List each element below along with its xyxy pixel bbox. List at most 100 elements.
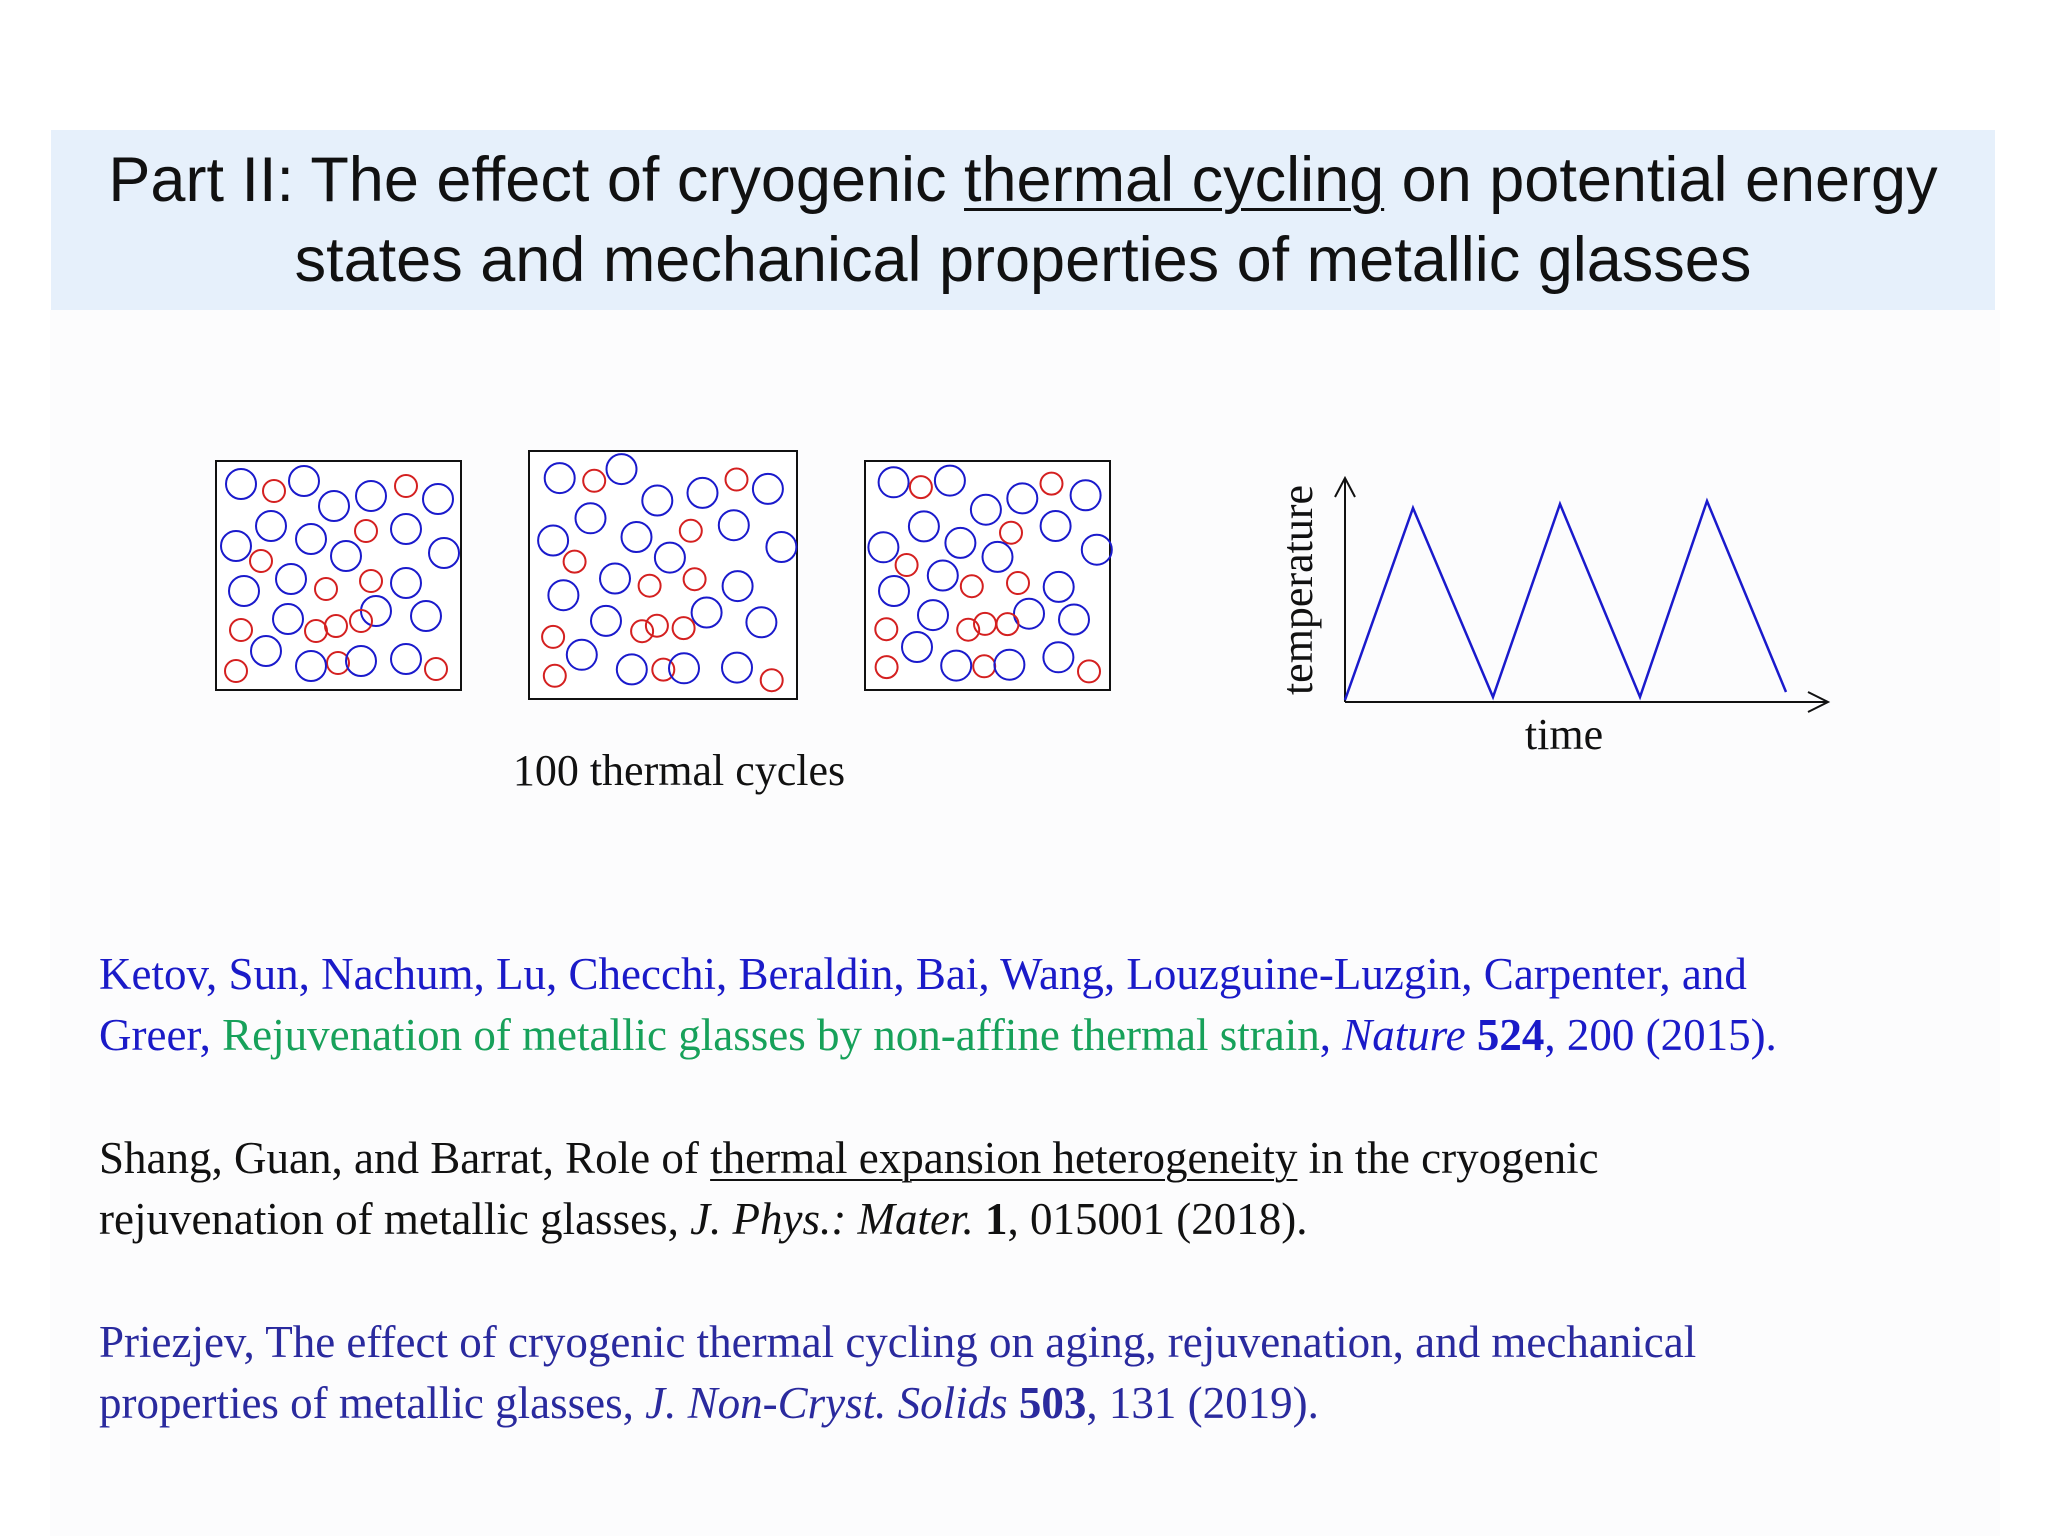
reference-shang: Shang, Guan, and Barrat, Role of thermal…	[99, 1128, 2019, 1250]
large-particle	[537, 524, 570, 557]
small-particle	[908, 475, 933, 500]
particles	[537, 453, 798, 693]
large-particle	[690, 596, 723, 629]
large-particle	[355, 480, 387, 512]
small-particle	[224, 659, 248, 683]
small-particle	[678, 518, 703, 543]
small-particle	[314, 577, 338, 601]
large-particle	[565, 638, 598, 671]
large-particle	[653, 541, 686, 574]
small-particle	[874, 655, 899, 680]
large-particle	[686, 476, 719, 509]
x-axis-arrow-icon	[1807, 691, 1831, 713]
large-particle	[422, 483, 454, 515]
large-particle	[721, 570, 754, 603]
large-particle	[1042, 641, 1075, 674]
small-particle	[682, 567, 707, 592]
large-particle	[940, 649, 973, 682]
ref-title: Rejuvenation of metallic glasses by non-…	[222, 1010, 1320, 1060]
title-underlined-phrase: thermal cycling	[964, 145, 1385, 215]
small-particle	[359, 569, 383, 593]
small-particle	[1006, 571, 1030, 595]
large-particle	[993, 648, 1026, 681]
small-particle	[999, 520, 1023, 545]
large-particle	[1069, 479, 1102, 512]
thermal-cycling-figure: 100 thermal cycles temperature time	[215, 450, 1831, 795]
small-particle	[894, 553, 919, 577]
small-particle	[349, 609, 373, 633]
small-particle	[1039, 471, 1064, 496]
small-particle	[562, 549, 587, 574]
large-particle	[295, 523, 327, 555]
ref-line: Ketov, Sun, Nachum, Lu, Checchi, Beraldi…	[99, 949, 1747, 999]
large-particle	[944, 526, 977, 559]
ref-volume: 503	[1018, 1378, 1087, 1428]
small-particle	[262, 479, 286, 503]
large-particle	[543, 462, 576, 495]
large-particle	[590, 604, 622, 637]
large-particle	[668, 652, 700, 685]
particle-box-after	[864, 460, 1113, 691]
ref-underlined-phrase: thermal expansion heterogeneity	[710, 1133, 1298, 1183]
particles	[867, 464, 1113, 684]
large-particle	[981, 540, 1014, 573]
ref-journal: J. Phys.: Mater.	[690, 1194, 974, 1244]
large-particle	[272, 603, 304, 635]
ref-line: Shang, Guan, and Barrat, Role of thermal…	[99, 1133, 1599, 1183]
small-particle	[995, 612, 1020, 637]
small-particle	[304, 619, 328, 643]
large-particle	[318, 490, 350, 522]
large-particle	[288, 465, 320, 497]
large-particle	[867, 531, 900, 564]
large-particle	[901, 631, 933, 663]
large-particle	[1013, 597, 1045, 630]
particle-box-middle	[528, 450, 798, 700]
ref-journal: J. Non-Cryst. Solids	[645, 1378, 1008, 1428]
large-particle	[620, 521, 653, 553]
large-particle	[390, 643, 422, 675]
small-particle	[651, 657, 676, 682]
ref-line: properties of metallic glasses, J. Non-C…	[99, 1378, 1319, 1428]
large-particle	[410, 600, 442, 632]
small-particle	[637, 573, 662, 598]
small-particle	[671, 616, 696, 641]
small-particle	[582, 468, 607, 493]
small-particle	[541, 624, 566, 649]
large-particle	[926, 559, 959, 592]
large-particle	[969, 493, 1002, 526]
large-particle	[717, 509, 750, 542]
large-particle	[390, 513, 422, 545]
large-particle	[1080, 533, 1113, 566]
large-particle	[933, 464, 966, 497]
large-particle	[1042, 570, 1075, 603]
ref-line: Greer, Rejuvenation of metallic glasses …	[99, 1010, 1777, 1060]
small-particle	[326, 651, 350, 675]
large-particle	[428, 537, 460, 569]
large-particle	[225, 468, 257, 500]
particle-boxes	[215, 450, 1113, 700]
cycles-caption: 100 thermal cycles	[513, 746, 845, 795]
ref-line: rejuvenation of metallic glasses, J. Phy…	[99, 1194, 1308, 1244]
reference-ketov: Ketov, Sun, Nachum, Lu, Checchi, Beraldi…	[99, 944, 2019, 1066]
large-particle	[878, 575, 910, 607]
large-particle	[615, 653, 648, 686]
large-particle	[547, 579, 580, 612]
small-particle	[229, 618, 253, 642]
small-particle	[959, 574, 984, 599]
temperature-waveform	[1343, 497, 1788, 701]
large-particle	[250, 635, 282, 667]
y-axis-label: temperature	[1273, 485, 1322, 695]
large-particle	[228, 575, 260, 607]
small-particle	[249, 549, 273, 573]
particles	[220, 465, 460, 683]
small-particle	[424, 657, 448, 681]
small-particle	[542, 663, 567, 688]
large-particle	[721, 651, 753, 684]
small-particle	[956, 617, 981, 642]
title-line-2: states and mechanical properties of meta…	[294, 225, 1752, 295]
x-axis-label: time	[1525, 710, 1603, 759]
small-particle	[354, 519, 378, 543]
large-particle	[574, 502, 607, 535]
small-particle	[394, 474, 418, 498]
small-particle	[630, 619, 655, 644]
